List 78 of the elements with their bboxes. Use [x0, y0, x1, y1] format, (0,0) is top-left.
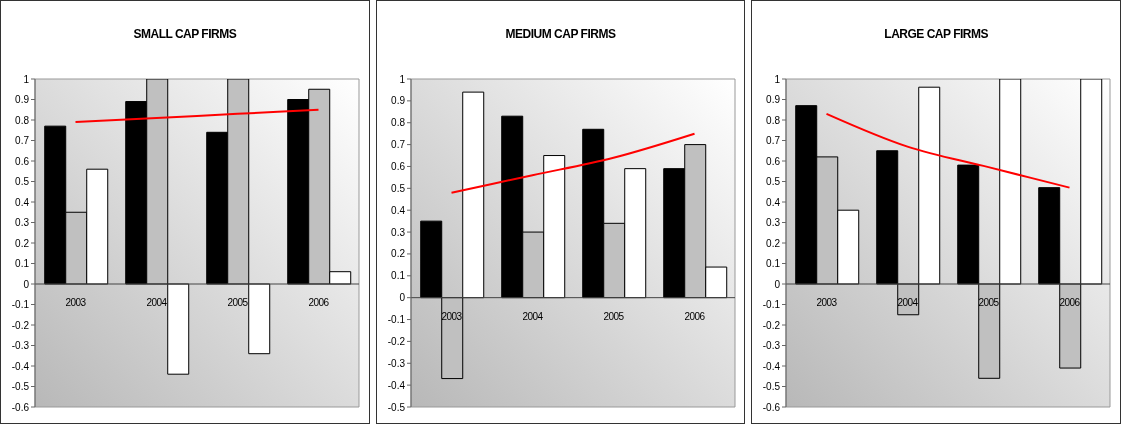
- y-tick-label: -0.1: [387, 314, 406, 326]
- y-tick-label: 0.1: [390, 270, 406, 282]
- y-tick-label: 0.5: [15, 176, 30, 188]
- x-tick-label: 2004: [897, 297, 919, 308]
- x-tick-label: 2005: [603, 310, 625, 322]
- y-tick-label: 0.3: [15, 217, 30, 229]
- y-tick-label: 0: [399, 292, 406, 304]
- y-tick-label: -0.2: [387, 335, 406, 347]
- y-tick-label: -0.5: [387, 401, 406, 413]
- y-tick-label: 1: [399, 73, 406, 85]
- x-tick-label: 2003: [816, 297, 838, 308]
- y-tick-label: -0.5: [11, 381, 30, 393]
- x-tick-label: 2006: [308, 297, 330, 308]
- y-tick-label: 0.6: [15, 155, 30, 167]
- y-tick-label: 0: [23, 278, 30, 290]
- y-tick-label: 0.1: [766, 258, 781, 270]
- line-series: [450, 132, 696, 194]
- line-series: [74, 108, 320, 124]
- y-tick-label: -0.1: [763, 299, 781, 311]
- y-tick-label: 0.2: [390, 248, 406, 260]
- y-tick-label: 0.8: [766, 114, 781, 126]
- bar: [1038, 187, 1061, 285]
- y-tick-label: 0.3: [766, 217, 781, 229]
- bar: [918, 86, 941, 285]
- bar: [999, 79, 1022, 285]
- y-tick-label: 0.4: [390, 204, 406, 216]
- chart-title: LARGE CAP FIRMS: [883, 27, 989, 43]
- bar: [248, 283, 271, 355]
- y-tick-label: -0.3: [763, 340, 781, 352]
- y-tick-label: 0: [774, 278, 781, 290]
- y-tick-label: -0.5: [763, 381, 781, 393]
- y-tick-label: -0.3: [11, 340, 30, 352]
- bar: [167, 283, 190, 375]
- bar: [1080, 79, 1103, 285]
- y-tick-label: -0.1: [11, 299, 30, 311]
- y-tick-label: 0.9: [390, 95, 406, 107]
- y-tick-label: 0.6: [390, 161, 406, 173]
- y-tick-label: 0.6: [766, 155, 781, 167]
- y-tick-label: 0.5: [390, 182, 406, 194]
- x-tick-label: 2004: [522, 310, 544, 322]
- y-tick-label: 0.7: [15, 135, 30, 147]
- y-tick-label: 0.9: [15, 94, 30, 106]
- chart-title: SMALL CAP FIRMS: [132, 27, 238, 43]
- y-tick-label: -0.4: [763, 360, 781, 372]
- y-tick-label: -0.6: [11, 401, 30, 413]
- y-tick-label: 0.9: [766, 94, 781, 106]
- line-series: [825, 112, 1071, 189]
- y-tick-label: 0.3: [390, 226, 406, 238]
- y-tick-label: 0.8: [390, 117, 406, 129]
- bar: [957, 164, 980, 285]
- y-tick-label: -0.2: [763, 319, 781, 331]
- x-tick-label: 2005: [227, 297, 249, 308]
- y-tick-label: 0.7: [766, 135, 781, 147]
- y-tick-label: 0.5: [766, 176, 781, 188]
- x-tick-label: 2003: [65, 297, 87, 308]
- x-tick-label: 2006: [1059, 297, 1081, 308]
- y-tick-label: 0.7: [390, 139, 406, 151]
- y-tick-label: -0.3: [387, 357, 406, 369]
- chart-title: MEDIUM CAP FIRMS: [504, 27, 617, 43]
- y-tick-label: -0.6: [763, 401, 781, 413]
- y-tick-label: -0.2: [11, 319, 30, 331]
- y-tick-label: 0.2: [766, 237, 781, 249]
- y-tick-label: -0.4: [11, 360, 30, 372]
- bar: [978, 283, 1001, 379]
- x-tick-label: 2004: [146, 297, 168, 308]
- y-tick-label: 0.2: [15, 237, 30, 249]
- bar: [876, 150, 899, 285]
- bar: [1059, 283, 1082, 369]
- x-tick-label: 2006: [684, 310, 706, 322]
- x-tick-label: 2005: [978, 297, 1000, 308]
- y-tick-label: 1: [774, 73, 781, 85]
- x-tick-label: 2003: [441, 310, 463, 322]
- y-tick-label: 0.1: [15, 258, 30, 270]
- y-tick-label: 1: [23, 73, 30, 85]
- y-tick-label: 0.4: [766, 196, 781, 208]
- y-tick-label: 0.4: [15, 196, 30, 208]
- y-tick-label: -0.4: [387, 379, 406, 391]
- y-tick-label: 0.8: [15, 114, 30, 126]
